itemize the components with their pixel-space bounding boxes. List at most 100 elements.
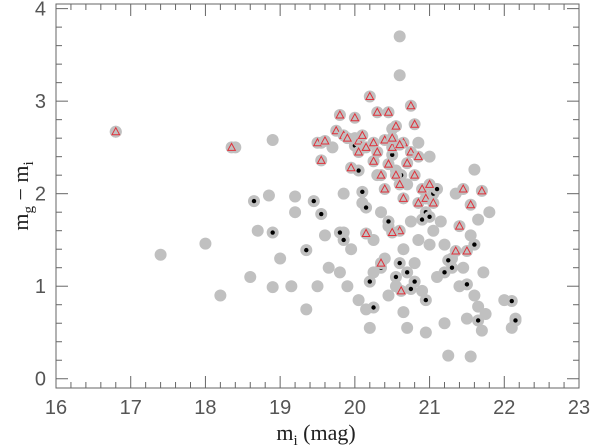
black-dot-point [386, 219, 391, 224]
red-triangle-point [357, 130, 367, 139]
black-dot-point [356, 168, 361, 173]
red-triangle-point [458, 184, 468, 193]
red-triangle-point [368, 137, 379, 147]
gray-point [468, 289, 481, 302]
y-tick-label: 1 [35, 276, 46, 298]
black-dot-point [472, 242, 477, 247]
x-tick-label: 19 [269, 397, 291, 419]
gray-point [375, 206, 388, 219]
black-dot-point [337, 230, 343, 235]
red-triangle-point [462, 246, 472, 255]
gray-point [274, 252, 287, 265]
black-dot-point [397, 260, 402, 266]
red-triangle-point [387, 142, 397, 151]
x-tick-label: 21 [418, 397, 440, 419]
gray-point [345, 243, 358, 256]
red-triangle-point [372, 107, 382, 116]
data-points [109, 30, 522, 363]
black-dot-point [390, 152, 395, 158]
red-triangle-point [398, 193, 409, 202]
black-dot-point [513, 318, 518, 323]
gray-point [322, 261, 335, 274]
gray-point [244, 270, 257, 283]
gray-point [475, 324, 488, 337]
y-tick-label: 4 [35, 0, 46, 21]
black-dot-point [367, 279, 372, 284]
red-triangle-point [383, 159, 394, 168]
gray-point [318, 229, 331, 242]
gray-point [412, 136, 425, 149]
x-tick-label: 22 [493, 397, 515, 419]
black-dot-point [341, 237, 346, 243]
red-triangle-point [477, 185, 487, 195]
gray-point [337, 187, 350, 200]
gray-point [333, 266, 346, 279]
gray-point [464, 229, 477, 242]
black-dot-point [371, 305, 376, 310]
x-tick-label: 23 [568, 397, 590, 419]
gray-point [401, 321, 414, 334]
red-triangle-point [111, 126, 121, 136]
black-dot-point [509, 298, 514, 304]
black-dot-point [304, 247, 309, 253]
red-triangle-point [391, 170, 401, 179]
red-triangle-point [335, 109, 345, 119]
gray-point [300, 303, 313, 316]
red-triangle-point [361, 142, 371, 151]
gray-point [393, 69, 406, 82]
gray-point [434, 215, 447, 228]
gray-point [341, 280, 354, 293]
gray-point [438, 317, 451, 330]
black-dot-point [423, 297, 429, 303]
y-tick-label: 3 [35, 91, 46, 113]
x-axis-label-sub: i [293, 433, 297, 446]
red-triangle-point [451, 246, 461, 255]
gray-point [442, 349, 455, 362]
black-dot-point [427, 214, 432, 220]
y-axis-label-part: i [21, 161, 37, 165]
black-dot-point [449, 265, 455, 270]
x-tick-label: 16 [45, 397, 67, 419]
gray-point [285, 280, 298, 293]
red-triangle-point [406, 100, 416, 110]
red-triangle-point [424, 179, 435, 188]
red-triangle-point [331, 125, 341, 135]
black-dot-point [363, 205, 369, 210]
black-dot-point [393, 274, 399, 280]
red-triangle-point [395, 139, 405, 149]
gray-point [460, 312, 473, 325]
gray-point [464, 350, 477, 363]
red-triangle-point [368, 156, 379, 165]
gray-point [412, 233, 425, 246]
red-triangle-point [346, 162, 356, 172]
black-dot-point [464, 282, 470, 287]
gray-point [289, 206, 302, 219]
y-axis-label-part: − m [8, 166, 33, 207]
red-triangle-point [402, 158, 412, 167]
gray-point [382, 289, 395, 302]
y-axis-label-part: m [8, 214, 33, 231]
gray-point [363, 321, 376, 334]
gray-point [477, 266, 490, 279]
gray-point [397, 243, 410, 256]
x-tick-label: 17 [120, 397, 142, 419]
gray-point [214, 289, 227, 302]
gray-point [483, 206, 496, 219]
black-dot-point [404, 270, 410, 275]
red-triangle-point [406, 147, 416, 156]
black-dot-point [360, 189, 365, 195]
red-triangle-point [391, 121, 401, 130]
gray-point [408, 257, 421, 270]
gray-point [472, 300, 485, 313]
gray-point [472, 213, 485, 226]
black-dot-point [442, 270, 447, 275]
red-triangle-point [395, 179, 405, 188]
red-triangle-point [395, 225, 405, 235]
x-axis-label-unit: (mag) [298, 420, 356, 445]
red-triangle-point [387, 227, 397, 237]
gray-point [457, 261, 470, 274]
gray-point [438, 238, 451, 251]
gray-point [266, 134, 279, 147]
black-dot-point [251, 198, 257, 204]
